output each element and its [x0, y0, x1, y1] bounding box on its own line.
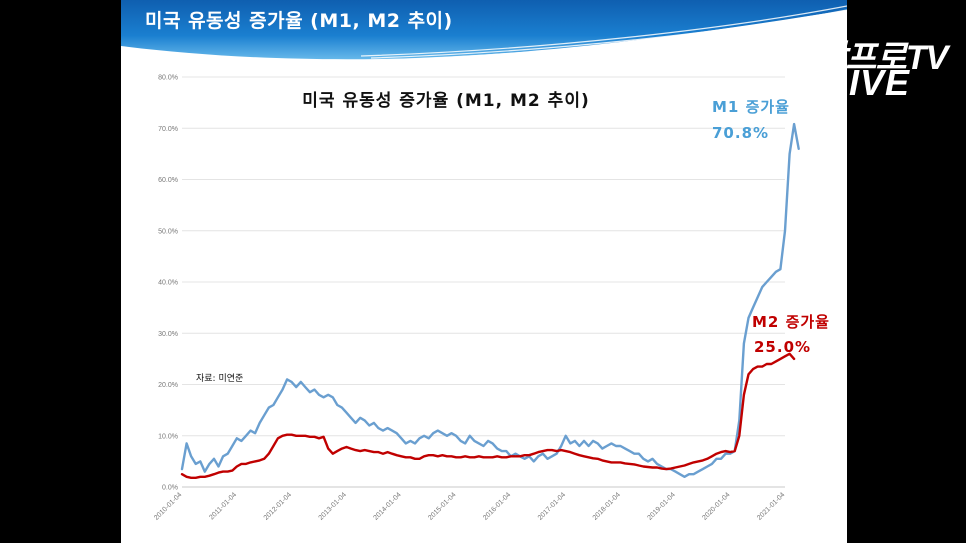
presentation-slide: 미국 유동성 증가율 (M1, M2 추이) 0.0% 10.0% 20.0% 30.…: [121, 0, 847, 543]
series-line-m1: [180, 122, 800, 478]
x-axis-ticks: 2010-01-04 2011-01-04 2012-01-04 2013-01-04…: [153, 491, 786, 521]
chart-title: 미국 유동성 증가율 (M1, M2 추이): [302, 91, 589, 111]
y-tick-label: 40.0%: [158, 280, 178, 287]
x-tick-label: 2020-01-04: [701, 491, 731, 521]
x-tick-label: 2014-01-04: [372, 491, 402, 521]
y-tick-label: 0.0%: [162, 485, 178, 492]
x-tick-label: 2012-01-04: [263, 491, 293, 521]
m1-growth-label: M1 증가율: [712, 98, 790, 116]
gridlines: [182, 76, 785, 488]
y-tick-label: 30.0%: [158, 331, 178, 338]
y-tick-label: 20.0%: [158, 382, 178, 389]
x-tick-label: 2010-01-04: [153, 491, 183, 521]
x-tick-label: 2013-01-04: [318, 491, 348, 521]
channel-logo-text: 삼프로TV: [815, 39, 948, 77]
liquidity-line-chart: 0.0% 10.0% 20.0% 30.0% 40.0% 50.0% 60.0% 70.0% 8…: [153, 75, 830, 522]
source-note: 자료: 미연준: [196, 373, 243, 384]
title-banner: [121, 0, 847, 63]
x-tick-label: 2016-01-04: [482, 491, 512, 521]
m2-growth-value: 25.0%: [754, 338, 811, 356]
series-lines: [180, 122, 800, 479]
series-line-m2: [180, 352, 796, 479]
y-tick-label: 60.0%: [158, 177, 178, 184]
x-tick-label: 2019-01-04: [647, 491, 677, 521]
y-tick-label: 80.0%: [158, 75, 178, 82]
y-axis-ticks: 0.0% 10.0% 20.0% 30.0% 40.0% 50.0% 60.0% 70.0% 8…: [158, 75, 178, 492]
x-tick-label: 2018-01-04: [592, 491, 622, 521]
x-tick-label: 2011-01-04: [208, 491, 238, 521]
m1-growth-value: 70.8%: [712, 124, 769, 142]
live-logo-text: LIVE: [826, 62, 911, 103]
y-tick-label: 50.0%: [158, 228, 178, 235]
x-tick-label: 2015-01-04: [427, 491, 457, 521]
slide-title: 미국 유동성 증가율 (M1, M2 추이): [145, 10, 453, 32]
y-tick-label: 10.0%: [158, 433, 178, 440]
y-tick-label: 70.0%: [158, 126, 178, 133]
x-tick-label: 2021-01-04: [756, 491, 786, 521]
m2-growth-label: M2 증가율: [752, 313, 830, 331]
x-tick-label: 2017-01-04: [537, 491, 567, 521]
